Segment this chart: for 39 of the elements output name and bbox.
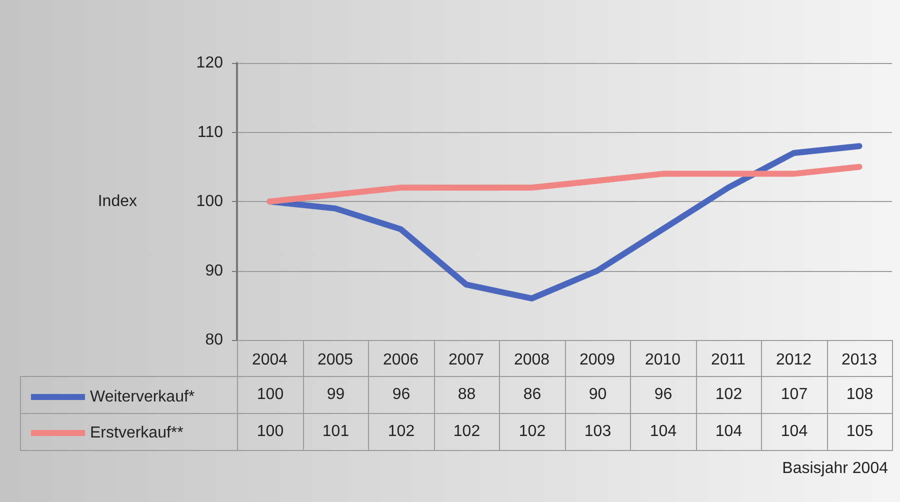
legend-label: Erstverkauf** <box>90 424 184 442</box>
x-tick-label: 2007 <box>448 352 484 368</box>
y-tick-label: 120 <box>196 54 224 72</box>
data-label: 101 <box>303 414 368 450</box>
data-label: 104 <box>630 414 696 450</box>
x-tick-label: 2011 <box>711 352 746 368</box>
x-tick-label: 2012 <box>776 352 812 368</box>
data-label: 102 <box>434 414 500 450</box>
x-tick-label: 2006 <box>382 352 419 368</box>
data-label: 96 <box>368 376 434 414</box>
data-label: 99 <box>303 376 368 414</box>
data-label: 104 <box>762 414 827 450</box>
text: Basisjahr 2004 <box>782 460 888 478</box>
data-label: 96 <box>630 376 696 414</box>
data-label: 100 <box>238 414 303 450</box>
x-tick-label: 2004 <box>252 352 288 368</box>
y-tick-label: 110 <box>197 124 224 141</box>
data-label: 88 <box>434 376 500 414</box>
x-tick-label: 2009 <box>579 352 616 368</box>
data-label: 90 <box>565 376 630 414</box>
data-label: 100 <box>238 376 303 414</box>
x-tick-label: 2005 <box>317 352 354 368</box>
data-label: 105 <box>827 414 892 450</box>
legend-label: Weiterverkauf* <box>90 388 195 406</box>
data-label: 102 <box>500 414 565 450</box>
y-tick-label: 100 <box>196 193 224 210</box>
data-label: 103 <box>565 414 630 450</box>
x-tick-label: 2008 <box>514 352 550 368</box>
data-label: 102 <box>368 414 434 450</box>
data-label: 107 <box>762 376 827 414</box>
data-label: 86 <box>500 376 565 414</box>
y-tick-label: 80 <box>205 332 224 348</box>
data-label: 108 <box>827 376 892 414</box>
y-tick-label: 90 <box>205 262 224 280</box>
y-axis-title: Index <box>98 193 137 210</box>
data-label: 104 <box>696 414 762 450</box>
x-tick-label: 2010 <box>644 352 681 368</box>
data-label: 102 <box>696 376 762 414</box>
x-tick-label: 2013 <box>841 352 878 368</box>
